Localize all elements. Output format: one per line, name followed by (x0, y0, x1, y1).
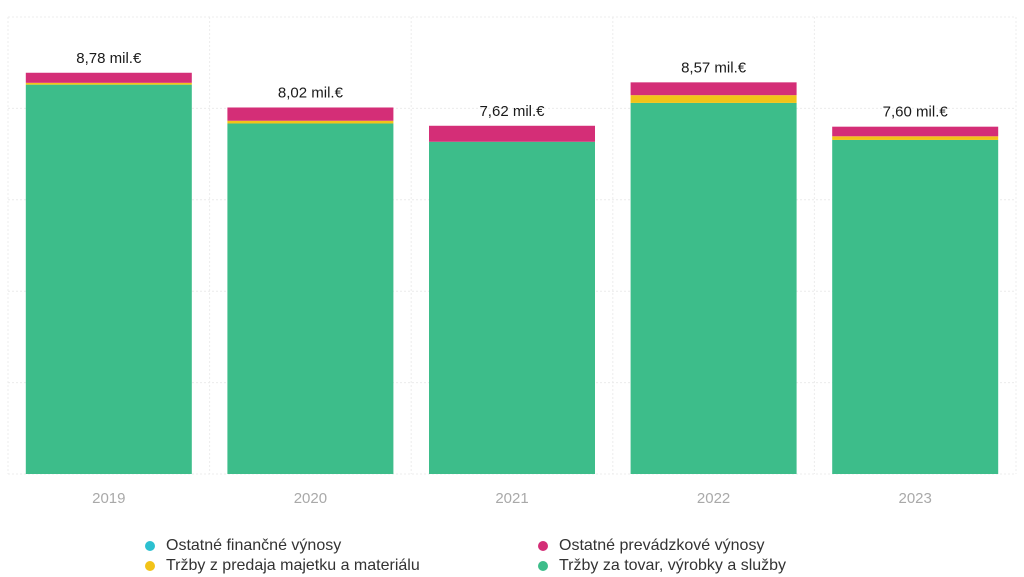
legend-dot-icon (145, 560, 155, 571)
bar-segment[interactable] (630, 102, 797, 474)
total-data-label: 7,62 mil.€ (479, 103, 545, 120)
total-labels: 8,78 mil.€ 8,02 mil.€ 7,62 mil.€ 8,57 mil.€… (76, 50, 948, 121)
bar-segment[interactable] (227, 120, 394, 124)
legend-dot-icon (538, 540, 548, 551)
legend-item[interactable]: Tržby za tovar, výrobky a služby (535, 556, 895, 575)
legend-item[interactable]: Tržby z predaja majetku a materiálu (142, 556, 535, 575)
total-data-label: 8,02 mil.€ (278, 84, 344, 101)
bar-segment[interactable] (832, 139, 999, 475)
total-data-label: 8,57 mil.€ (681, 59, 747, 76)
legend: Ostatné finančné výnosy Ostatné prevádzk… (142, 536, 902, 575)
bar-segment[interactable] (25, 84, 192, 475)
x-tick-label: 2021 (495, 490, 528, 507)
bar-segment[interactable] (227, 123, 394, 474)
legend-label: Tržby za tovar, výrobky a služby (559, 556, 787, 574)
legend-item[interactable]: Ostatné prevádzkové výnosy (535, 536, 895, 555)
bar-segment[interactable] (832, 136, 999, 140)
legend-dot-icon (538, 560, 548, 571)
bar-segment[interactable] (429, 125, 595, 142)
bar-segment[interactable] (429, 141, 595, 475)
bar-segment[interactable] (25, 72, 192, 83)
bar-segment[interactable] (630, 82, 797, 96)
bar-segment[interactable] (832, 126, 999, 137)
total-data-label: 7,60 mil.€ (883, 104, 949, 121)
legend-label: Tržby z predaja majetku a materiálu (166, 556, 420, 574)
legend-label: Ostatné prevádzkové výnosy (559, 536, 765, 554)
legend-dot-icon (145, 540, 155, 551)
x-tick-label: 2020 (294, 490, 327, 507)
bar-segment[interactable] (227, 107, 394, 121)
legend-item[interactable]: Ostatné finančné výnosy (142, 536, 535, 555)
x-tick-label: 2023 (899, 490, 932, 507)
total-data-label: 8,78 mil.€ (76, 50, 142, 67)
bar-stacks (25, 72, 999, 475)
x-tick-label: 2019 (92, 490, 125, 507)
x-axis-ticks: 2019 2020 2021 2022 2023 (92, 490, 932, 507)
stacked-bar-chart: 8,78 mil.€ 8,02 mil.€ 7,62 mil.€ 8,57 mil.€… (7, 16, 1017, 507)
legend-label: Ostatné finančné výnosy (166, 536, 342, 554)
bar-segment[interactable] (630, 95, 797, 103)
bar-segment[interactable] (25, 82, 192, 85)
x-tick-label: 2022 (697, 490, 730, 507)
